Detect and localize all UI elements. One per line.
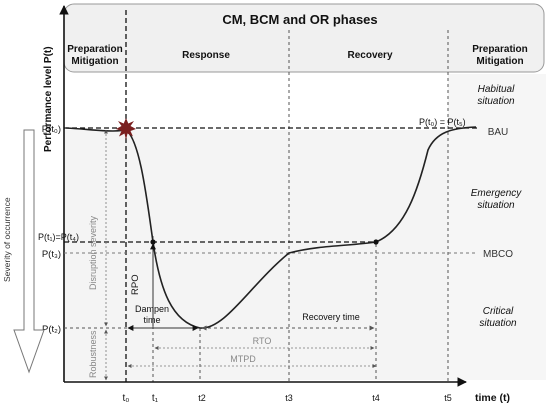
y-axis-label: Performance level P(t) xyxy=(43,46,54,152)
zone-habitual-1: Habitual xyxy=(478,84,515,95)
tick-t2: t2 xyxy=(198,393,206,403)
incident-star-icon xyxy=(116,118,136,140)
x-axis-label: time (t) xyxy=(475,392,510,404)
tick-t1: t₁ xyxy=(152,393,159,404)
zone-critical-2: situation xyxy=(479,318,517,329)
level-label-p-t1-t4: P(t₁)=P(t₄) xyxy=(38,232,79,242)
robustness-label: Robustness xyxy=(88,330,98,378)
phase-label-preparation-2a: Preparation xyxy=(472,44,528,55)
level-label-p-t3: P(t₃) xyxy=(42,249,61,260)
zone-habitual-2: situation xyxy=(477,96,515,107)
level-label-p-t0: P(t₀) xyxy=(42,124,61,135)
tick-t5: t5 xyxy=(444,393,452,403)
rpo-label: RPO xyxy=(130,274,141,295)
zone-shade-right xyxy=(448,74,546,380)
diagram-title: CM, BCM and OR phases xyxy=(222,12,377,27)
severity-label: Severity of occurrence xyxy=(2,197,12,282)
zone-critical-1: Critical xyxy=(483,306,514,317)
dampen-label-1: Dampen xyxy=(135,304,169,314)
dampen-label-2: time xyxy=(143,315,160,325)
rto-label: RTO xyxy=(253,336,272,346)
tick-t0: t₀ xyxy=(123,393,130,404)
phase-label-response: Response xyxy=(182,50,230,61)
zone-emergency-2: situation xyxy=(477,200,515,211)
phase-label-preparation-1b: Mitigation xyxy=(71,56,118,67)
severity-arrow xyxy=(13,129,45,374)
point-t1 xyxy=(150,239,156,245)
level-label-p-t2: P(t₂) xyxy=(42,324,61,335)
point-t4 xyxy=(373,239,379,245)
recovery-time-label: Recovery time xyxy=(302,312,360,322)
marker-bau: BAU xyxy=(488,127,509,138)
phase-label-preparation-1a: Preparation xyxy=(67,44,123,55)
zone-emergency-1: Emergency xyxy=(471,188,523,199)
mtpd-label: MTPD xyxy=(230,354,256,364)
disruption-severity-label: Disruption severity xyxy=(88,215,98,290)
tick-t4: t4 xyxy=(372,393,380,403)
phase-label-preparation-2b: Mitigation xyxy=(476,56,523,67)
phase-label-recovery: Recovery xyxy=(347,50,392,61)
marker-mbco: MBCO xyxy=(483,249,513,260)
tick-t3: t3 xyxy=(285,393,293,403)
level-label-p-t0-p-t5: P(t₀) = P(t₅) xyxy=(419,117,466,127)
